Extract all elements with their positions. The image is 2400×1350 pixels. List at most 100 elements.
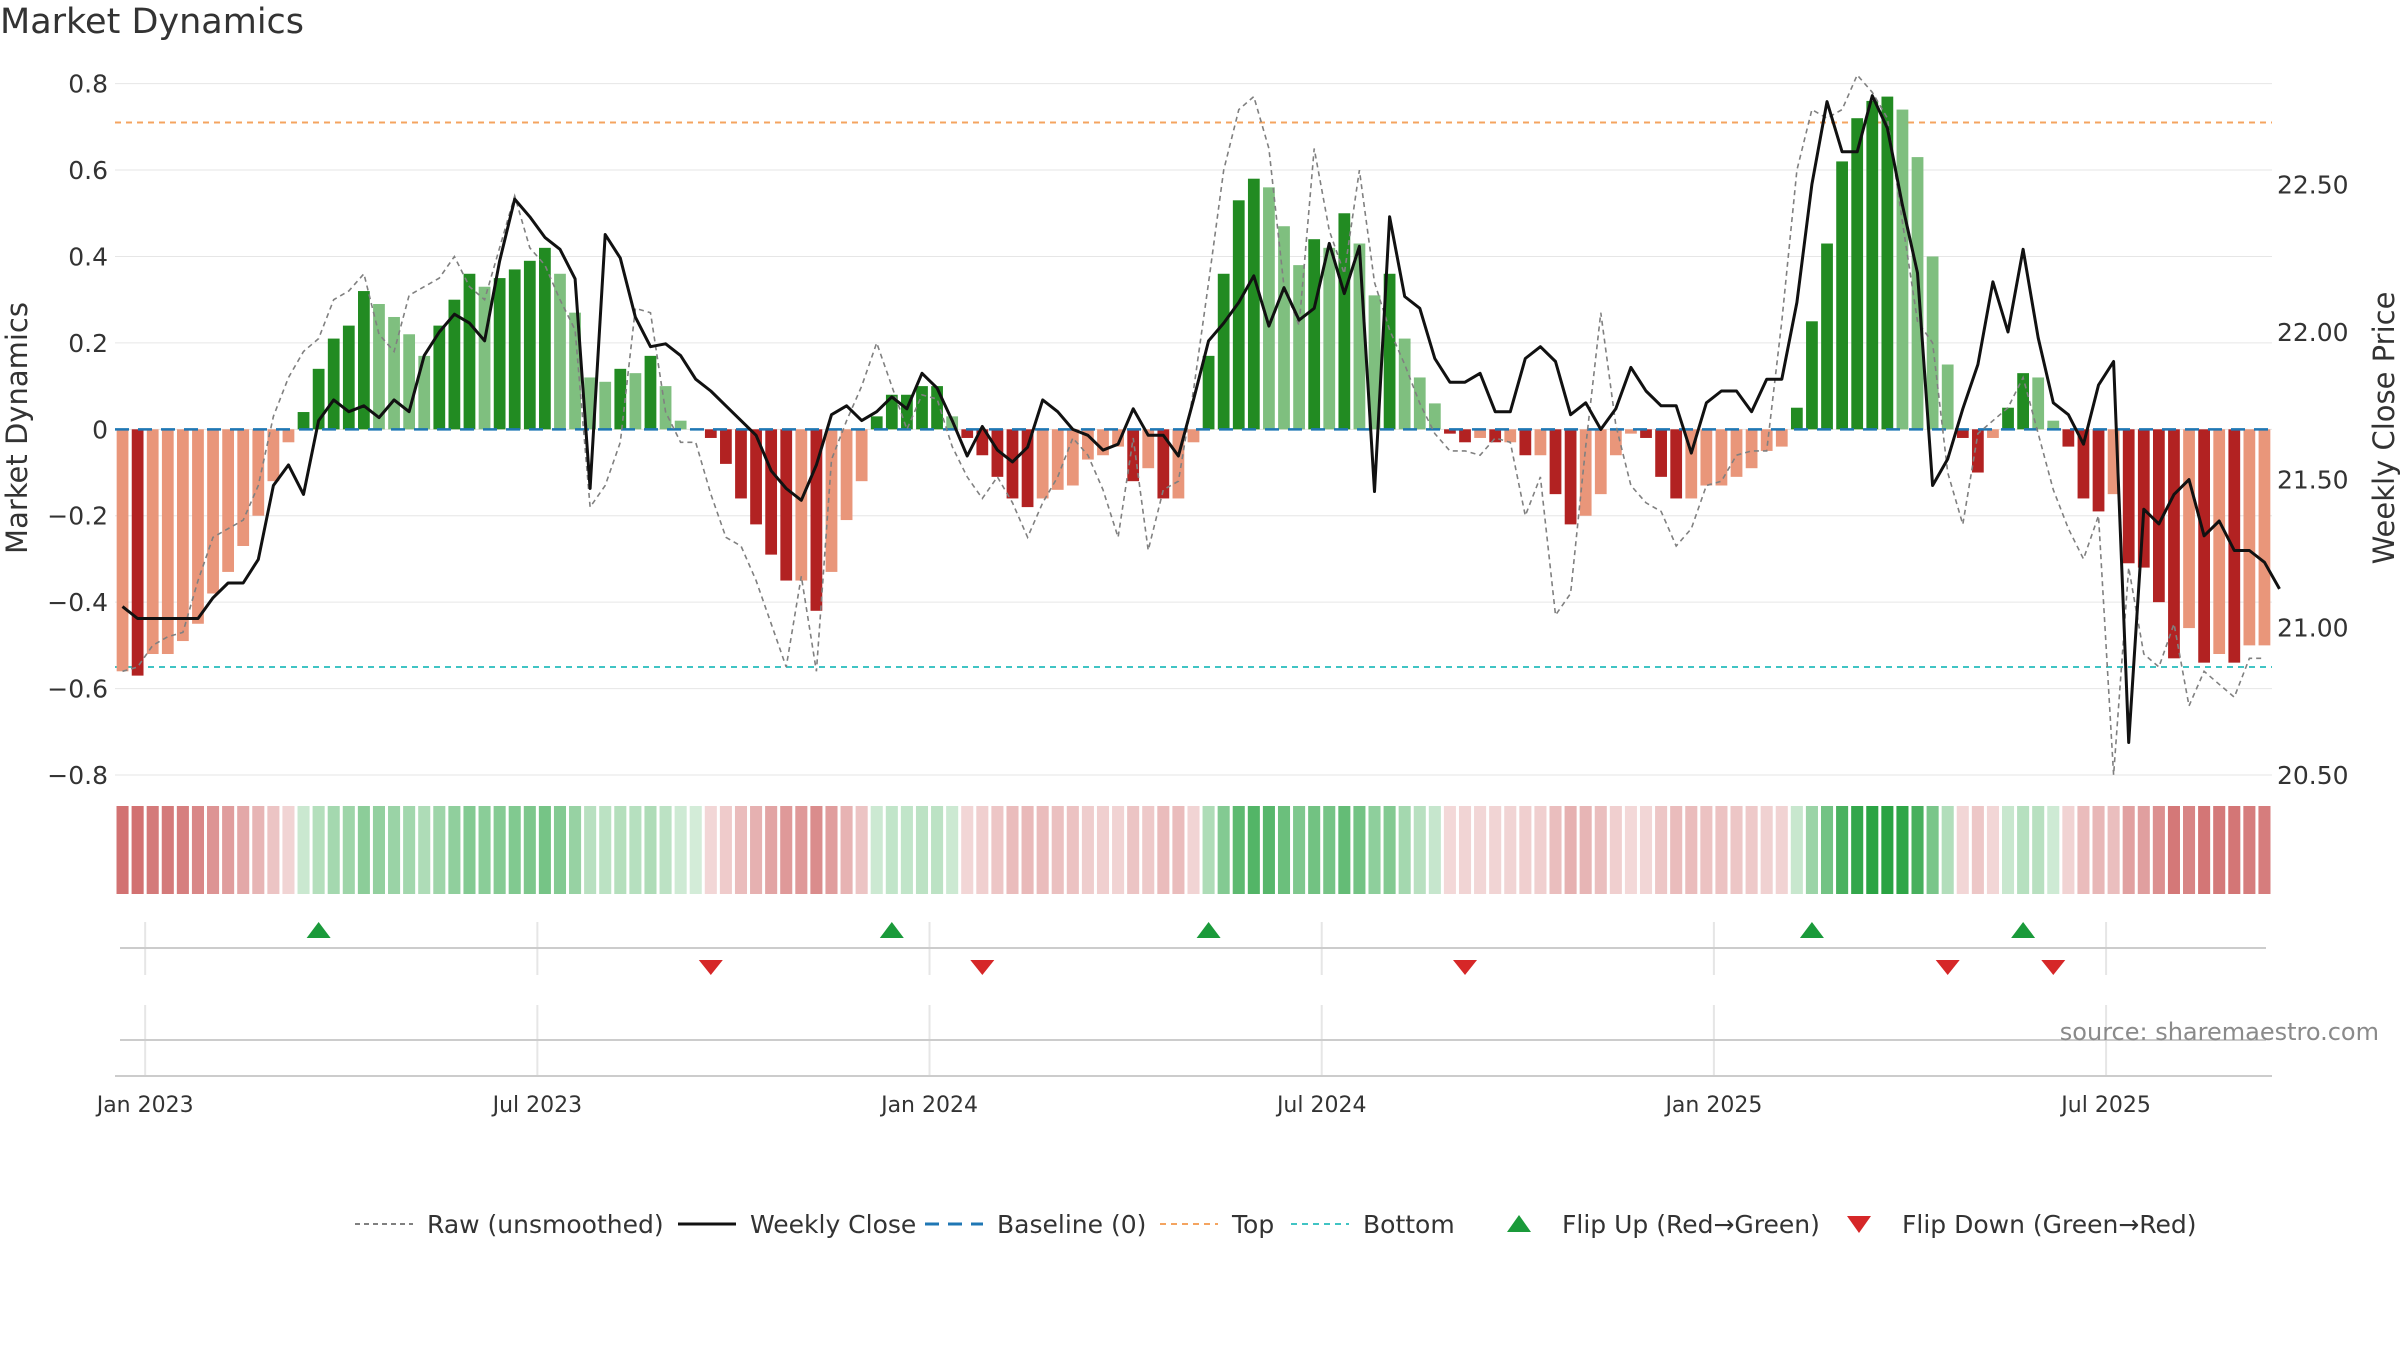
dynamics-bar xyxy=(1519,429,1532,456)
dynamics-bar xyxy=(1700,429,1713,486)
legend-label: Flip Up (Red→Green) xyxy=(1562,1210,1820,1239)
dynamics-bar xyxy=(1806,321,1818,430)
dynamics-bar xyxy=(916,386,928,430)
heat-cell xyxy=(2183,806,2196,894)
heat-cell xyxy=(719,806,732,894)
flip-up-marker xyxy=(306,922,331,938)
dynamics-bar xyxy=(1715,429,1728,486)
legend-label: Raw (unsmoothed) xyxy=(427,1210,664,1239)
legend-label: Top xyxy=(1231,1210,1274,1239)
dynamics-bar xyxy=(2062,429,2075,447)
dynamics-bar xyxy=(2047,420,2060,430)
heat-cell xyxy=(1006,806,1019,894)
page-title: Market Dynamics xyxy=(0,2,305,42)
dynamics-bar xyxy=(2092,429,2105,512)
dynamics-bar xyxy=(2032,377,2045,430)
dynamics-bar xyxy=(403,334,416,430)
heat-cell xyxy=(237,806,250,894)
dynamics-bar xyxy=(433,325,446,430)
dynamics-bar xyxy=(2168,429,2180,659)
flip-markers-panel xyxy=(306,922,2066,975)
left-tick-label: 0.8 xyxy=(68,70,108,99)
dynamics-bar xyxy=(282,429,295,443)
dynamics-bar xyxy=(1474,429,1486,438)
dynamics-bar xyxy=(976,429,989,456)
heat-cell xyxy=(1941,806,1954,894)
heat-cell xyxy=(1851,806,1864,894)
heat-cell xyxy=(176,806,189,894)
heat-cell xyxy=(2198,806,2211,894)
right-axis-label: Weekly Close Price xyxy=(2367,292,2400,565)
raw-series-line xyxy=(122,73,2265,776)
heat-cell xyxy=(1202,806,1215,894)
dynamics-bar xyxy=(1775,429,1788,447)
left-tick-label: −0.4 xyxy=(47,588,108,617)
heat-cell xyxy=(1232,806,1245,894)
heat-cell xyxy=(1081,806,1094,894)
heat-cell xyxy=(1247,806,1260,894)
dynamics-bar xyxy=(1866,100,1879,430)
dynamics-bar xyxy=(267,429,280,482)
dynamics-bar xyxy=(252,429,265,516)
heat-cell xyxy=(569,806,582,894)
dynamics-bar xyxy=(720,429,732,464)
dynamics-bar xyxy=(1444,429,1456,434)
heat-cell xyxy=(207,806,220,894)
dynamics-bar xyxy=(1383,273,1396,430)
dynamics-bar xyxy=(1625,429,1637,434)
heat-cell xyxy=(2167,806,2180,894)
heat-cell xyxy=(1277,806,1291,894)
dynamics-bar xyxy=(750,429,762,525)
dynamics-bar xyxy=(1836,161,1848,430)
heat-cell xyxy=(780,806,793,894)
heat-cell xyxy=(1519,806,1532,894)
heat-cell xyxy=(1217,806,1230,894)
heat-cell xyxy=(870,806,883,894)
threshold-layer xyxy=(115,121,2272,668)
dynamics-bar xyxy=(2258,429,2271,646)
heat-cell xyxy=(433,806,446,894)
legend-label: Bottom xyxy=(1363,1210,1455,1239)
heat-cell xyxy=(2062,806,2075,894)
dynamics-bar xyxy=(554,273,566,430)
dynamics-bar xyxy=(1142,429,1155,469)
heat-cell xyxy=(1353,806,1366,894)
dynamics-bar xyxy=(493,278,506,430)
dynamics-bar xyxy=(1127,429,1140,482)
heat-cell xyxy=(1790,806,1803,894)
heat-cell xyxy=(885,806,898,894)
heat-cell xyxy=(2152,806,2165,894)
heat-cell xyxy=(704,806,717,894)
dynamics-bar xyxy=(795,429,808,581)
dynamics-bar xyxy=(176,429,189,642)
heat-cell xyxy=(2243,806,2256,894)
dynamics-bar xyxy=(810,429,823,611)
dynamics-bar xyxy=(116,429,129,672)
dynamics-bar xyxy=(704,429,717,438)
legend-flip-up-swatch xyxy=(1507,1215,1531,1232)
dynamics-bar xyxy=(1232,200,1245,430)
flip-down-marker xyxy=(2041,960,2066,975)
dynamics-bar xyxy=(1157,429,1170,499)
dynamics-bar xyxy=(1685,429,1698,499)
dynamics-bar xyxy=(1579,429,1592,516)
dynamics-bar xyxy=(1338,213,1351,430)
left-tick-label: 0.4 xyxy=(68,242,108,271)
dynamics-bar xyxy=(1821,243,1833,430)
dynamics-bar xyxy=(735,429,747,499)
heat-cell xyxy=(357,806,370,894)
dynamics-bar xyxy=(1278,226,1290,430)
heat-cell xyxy=(900,806,913,894)
heat-cell xyxy=(1066,806,1079,894)
dynamics-bar xyxy=(931,386,943,430)
dynamics-bar xyxy=(358,291,370,430)
dynamics-bar xyxy=(1730,429,1743,477)
heat-cell xyxy=(1896,806,1909,894)
heat-cell xyxy=(2107,806,2120,894)
dynamics-bar xyxy=(2137,429,2150,568)
heat-cell xyxy=(1911,806,1924,894)
dynamics-bar xyxy=(207,429,219,594)
heat-cell xyxy=(478,806,491,894)
heat-cell xyxy=(1413,806,1426,894)
dynamics-bar xyxy=(1594,429,1607,495)
